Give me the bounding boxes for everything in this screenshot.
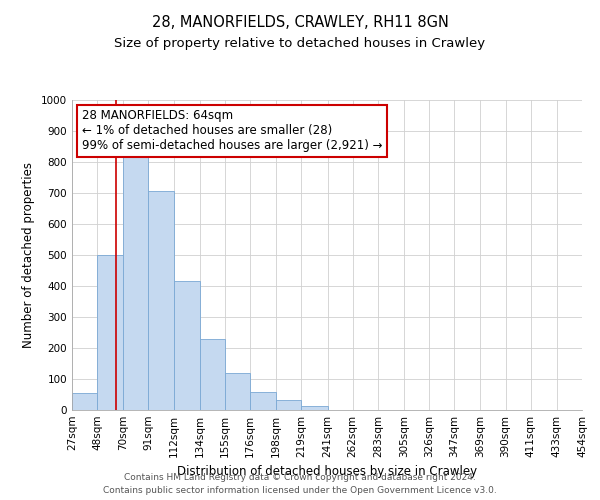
Bar — [124, 158, 148, 410]
Bar — [200, 338, 225, 410]
Bar — [72, 393, 97, 410]
Bar — [250, 392, 276, 410]
Bar — [225, 374, 250, 410]
X-axis label: Distribution of detached houses by size in Crawley: Distribution of detached houses by size … — [177, 466, 477, 478]
Bar — [148, 192, 173, 410]
Text: Contains HM Land Registry data © Crown copyright and database right 2024.
Contai: Contains HM Land Registry data © Crown c… — [103, 474, 497, 495]
Bar — [301, 406, 328, 410]
Text: 28, MANORFIELDS, CRAWLEY, RH11 8GN: 28, MANORFIELDS, CRAWLEY, RH11 8GN — [152, 15, 448, 30]
Bar — [276, 400, 301, 410]
Text: 28 MANORFIELDS: 64sqm
← 1% of detached houses are smaller (28)
99% of semi-detac: 28 MANORFIELDS: 64sqm ← 1% of detached h… — [82, 110, 383, 152]
Y-axis label: Number of detached properties: Number of detached properties — [22, 162, 35, 348]
Text: Size of property relative to detached houses in Crawley: Size of property relative to detached ho… — [115, 38, 485, 51]
Bar — [97, 255, 124, 410]
Bar — [173, 282, 200, 410]
